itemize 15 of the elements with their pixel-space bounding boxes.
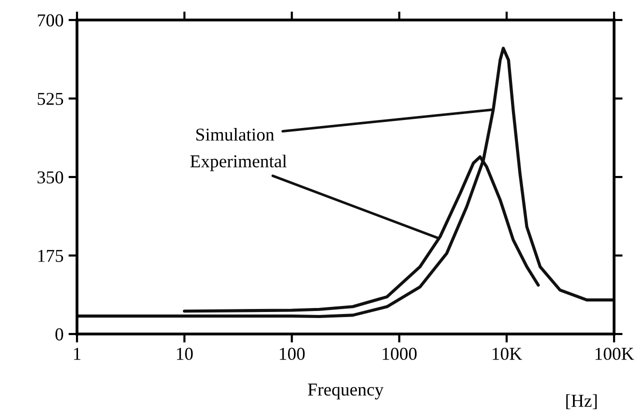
y-tick-label: 525 — [38, 92, 64, 105]
x-tick-label: 10 — [176, 348, 193, 360]
x-tick-label: 1 — [74, 348, 80, 360]
x-tick-label: 100 — [280, 348, 305, 360]
y-tick-label: 700 — [38, 14, 64, 26]
y-tick-label: 0 — [55, 328, 64, 340]
annotation: Simulation — [196, 128, 274, 141]
x-tick-label: 1000 — [382, 348, 417, 360]
x-tick-label: 10K — [492, 348, 522, 360]
y-tick-label: 175 — [38, 250, 64, 262]
x-tick-label: 100K — [596, 348, 634, 360]
y-tick-label: 350 — [38, 171, 64, 184]
text: [Hz] — [566, 394, 597, 410]
annotation: Experimental — [190, 154, 287, 172]
x-axis-title: Frequency — [308, 384, 384, 400]
